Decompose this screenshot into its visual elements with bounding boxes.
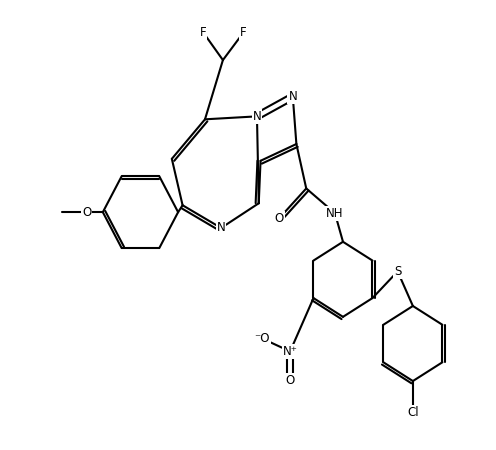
- Text: O: O: [275, 212, 284, 225]
- Text: N: N: [289, 90, 297, 103]
- Text: NH: NH: [326, 207, 344, 220]
- Text: N: N: [217, 221, 226, 234]
- Text: F: F: [240, 26, 247, 39]
- Text: S: S: [394, 265, 401, 278]
- Text: F: F: [200, 26, 206, 39]
- Text: O: O: [286, 374, 295, 387]
- Text: ⁻O: ⁻O: [254, 332, 270, 345]
- Text: Cl: Cl: [407, 406, 419, 419]
- Text: N: N: [252, 110, 261, 123]
- Text: O: O: [82, 206, 91, 219]
- Text: N⁺: N⁺: [283, 345, 298, 358]
